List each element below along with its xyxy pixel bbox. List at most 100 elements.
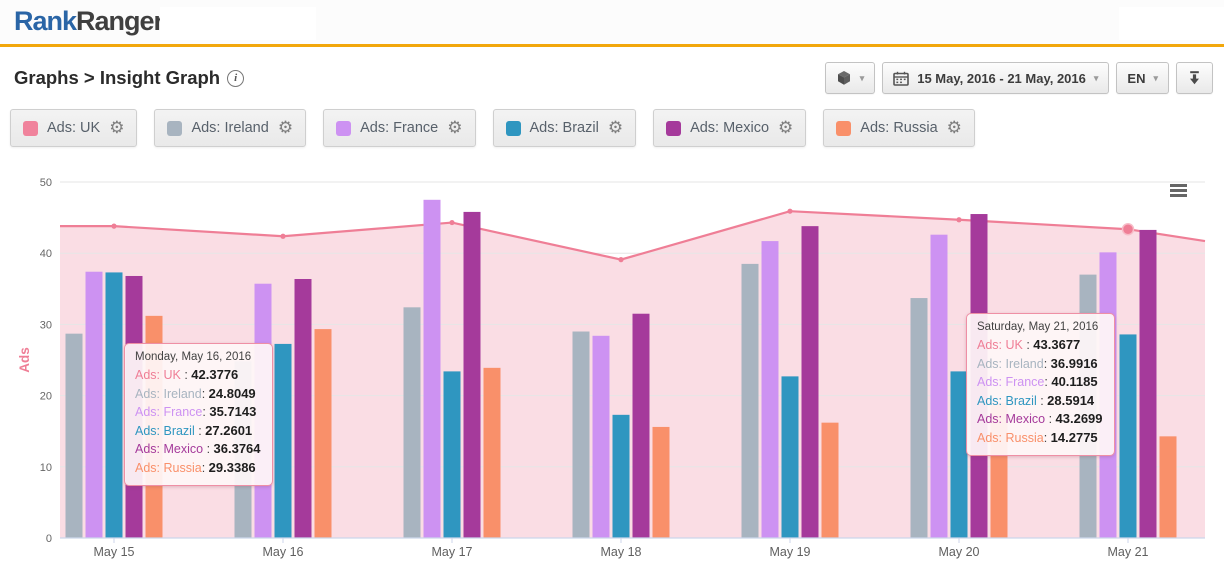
page-title: Graphs > Insight Graph	[14, 67, 221, 88]
y-tick-label: 20	[40, 391, 52, 403]
toolbar-controls: ▾ 15 May, 2016 - 21 May, 2016 ▾ EN	[824, 62, 1213, 94]
breadcrumb: Graphs > Insight Graph i	[14, 67, 245, 89]
legend-chip-label: Ads: Russia	[860, 120, 938, 136]
language-dropdown-button[interactable]: EN ▾	[1116, 62, 1169, 94]
date-range-label: 15 May, 2016 - 21 May, 2016	[917, 70, 1086, 86]
redacted-region-left	[160, 7, 316, 40]
x-tick-label: May 20	[939, 545, 980, 559]
bar-adsfrance-may20	[930, 234, 948, 539]
bar-adsfrance-may15	[85, 271, 103, 538]
x-tick-label: May 16	[263, 545, 304, 559]
redacted-region-right	[1119, 7, 1224, 40]
series-color-swatch	[505, 120, 521, 136]
legend-chip-adsbrazil[interactable]: Ads: Brazil ⚙	[492, 109, 637, 147]
x-tick-label: May 15	[94, 545, 135, 559]
x-tick-label: May 18	[601, 545, 642, 559]
y-tick-label: 0	[46, 533, 52, 545]
bar-adsbrazil-may15	[105, 272, 123, 538]
bar-adsfrance-may19	[761, 241, 779, 538]
bar-adsireland-may21	[1079, 274, 1097, 538]
chevron-down-icon: ▾	[1153, 72, 1158, 83]
y-tick-label: 50	[40, 177, 52, 189]
bar-adsbrazil-may21	[1119, 334, 1137, 538]
bar-adsrussia-may20	[990, 402, 1008, 538]
legend-chip-label: Ads: Mexico	[690, 120, 770, 136]
bar-adsireland-may15	[65, 333, 83, 538]
legend-chip-adsuk[interactable]: Ads: UK ⚙	[10, 109, 138, 147]
calendar-icon	[893, 71, 910, 86]
x-tick-label: May 17	[432, 545, 473, 559]
x-tick-label: May 21	[1108, 545, 1149, 559]
date-range-button[interactable]: 15 May, 2016 - 21 May, 2016 ▾	[882, 62, 1110, 94]
y-axis-title: Ads	[17, 347, 32, 373]
series-color-swatch	[23, 120, 38, 136]
uk-point-marker	[111, 223, 117, 229]
app-header: RankRanger	[0, 0, 1224, 47]
legend-chip-adsireland[interactable]: Ads: Ireland ⚙	[154, 109, 307, 147]
hovered-point-marker	[1121, 222, 1135, 236]
download-button[interactable]	[1176, 62, 1213, 94]
x-tick-label: May 19	[770, 545, 811, 559]
uk-point-marker	[618, 257, 624, 263]
gear-icon[interactable]: ⚙	[946, 117, 962, 138]
bar-adsfrance-may21	[1099, 252, 1117, 539]
y-tick-label: 40	[40, 248, 52, 260]
legend-chip-adsfrance[interactable]: Ads: France ⚙	[323, 109, 476, 147]
series-color-swatch	[666, 120, 682, 136]
bar-adsmexico-may15	[125, 275, 143, 538]
bar-adsmexico-may20	[970, 214, 988, 538]
package-dropdown-button[interactable]: ▾	[824, 62, 876, 94]
y-tick-label: 30	[40, 319, 52, 331]
bar-adsireland-may20	[910, 298, 928, 538]
uk-point-marker	[449, 219, 455, 226]
gear-icon[interactable]: ⚙	[277, 117, 294, 138]
bar-adsbrazil-may16	[274, 343, 292, 538]
info-icon[interactable]: i	[227, 69, 245, 87]
bar-adsmexico-may21	[1139, 229, 1157, 538]
chart-menu-icon[interactable]	[1170, 184, 1187, 197]
gear-icon[interactable]: ⚙	[447, 117, 463, 138]
series-color-swatch	[836, 120, 852, 136]
bar-adsmexico-may18	[632, 313, 650, 538]
chevron-down-icon: ▾	[859, 72, 865, 83]
language-label: EN	[1127, 70, 1146, 86]
gear-icon[interactable]: ⚙	[109, 117, 125, 138]
bar-adsbrazil-may20	[950, 371, 968, 538]
bar-adsireland-may16	[234, 361, 252, 538]
download-icon	[1187, 70, 1202, 86]
chart-area: 0 10 20 30 40 50 May 15 May 16 May 17 May 18 May 1…	[0, 170, 1224, 561]
rankranger-logo[interactable]: RankRanger	[14, 6, 164, 37]
legend-chip-label: Ads: France	[360, 120, 439, 136]
bar-adsrussia-may16	[314, 329, 332, 538]
topbar: Graphs > Insight Graph i ▾	[0, 47, 1224, 94]
legend-chip-adsmexico[interactable]: Ads: Mexico ⚙	[653, 109, 807, 147]
legend-chip-label: Ads: Brazil	[529, 120, 599, 136]
bar-adsrussia-may17	[483, 367, 501, 538]
bar-adsrussia-may21	[1159, 436, 1177, 538]
uk-point-marker	[280, 233, 286, 239]
bar-adsbrazil-may17	[443, 371, 461, 538]
bar-adsireland-may19	[741, 263, 759, 538]
bar-adsfrance-may18	[592, 335, 610, 538]
bar-adsfrance-may17	[423, 199, 441, 539]
insight-chart[interactable]: 0 10 20 30 40 50 May 15 May 16 May 17 May 18 May 1…	[0, 170, 1224, 561]
legend-chip-adsrussia[interactable]: Ads: Russia ⚙	[823, 109, 975, 147]
bar-adsmexico-may16	[294, 279, 312, 538]
bar-adsbrazil-may19	[781, 376, 799, 538]
bar-adsfrance-may16	[254, 283, 272, 538]
series-color-swatch	[336, 120, 352, 136]
bar-adsireland-may17	[403, 307, 421, 538]
logo-text-rank: Rank	[14, 6, 77, 36]
y-tick-label: 10	[40, 462, 52, 474]
bar-adsrussia-may19	[821, 422, 839, 538]
uk-point-marker	[787, 208, 793, 214]
chevron-down-icon: ▾	[1093, 72, 1099, 83]
bar-adsrussia-may15	[145, 315, 163, 538]
uk-point-marker	[956, 217, 962, 223]
legend-chip-label: Ads: UK	[47, 120, 101, 136]
gear-icon[interactable]: ⚙	[607, 117, 624, 138]
bar-adsrussia-may18	[652, 426, 670, 538]
series-color-swatch	[167, 120, 183, 136]
gear-icon[interactable]: ⚙	[778, 117, 794, 138]
package-cube-icon	[836, 70, 852, 86]
